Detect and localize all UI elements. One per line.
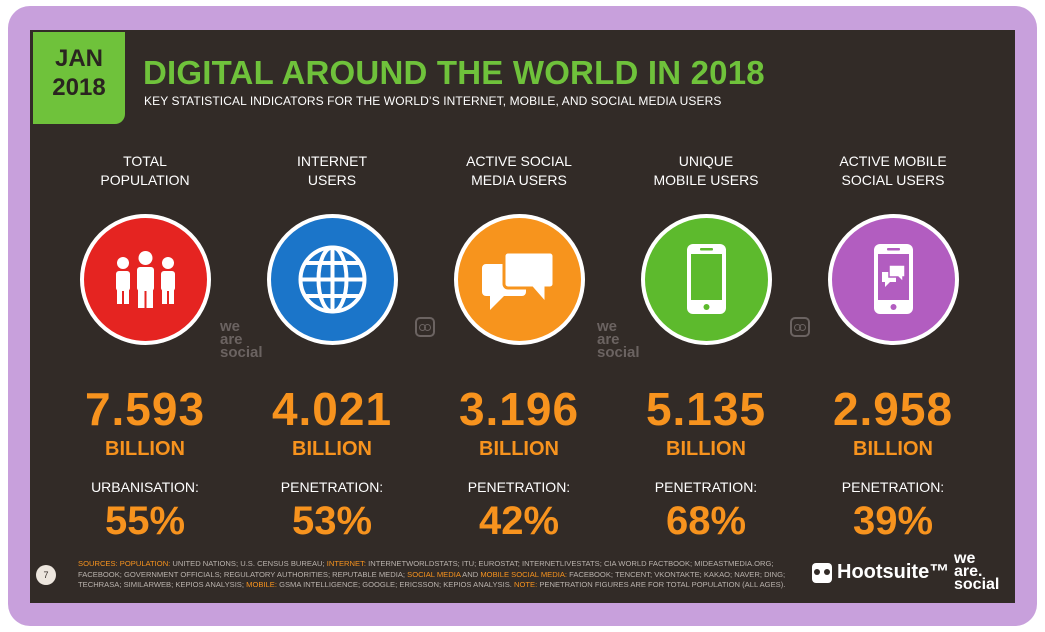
sources-footnote: SOURCES: POPULATION: UNITED NATIONS; U.S… [78,559,786,589]
stat-total-population: TOTAL POPULATION 7.593 BILLION URBANISAT… [57,152,233,543]
stat-unit: BILLION [853,438,933,460]
stat-value: 5.135 [645,383,767,435]
we-are-social-logo: we are. social [954,550,1000,593]
stat-sub-label: PENETRATION: [467,479,571,495]
stat-value: 7.593 [84,383,206,435]
page-title: DIGITAL AROUND THE WORLD IN 2018 [143,54,765,91]
phone-chat-icon [827,214,959,345]
stat-unit: BILLION [292,438,372,460]
stat-sub-label: URBANISATION: [91,479,199,495]
stat-sub-label: PENETRATION: [654,479,758,495]
date-badge: JAN 2018 [33,32,125,124]
stat-sub-value: 42% [478,499,560,543]
badge-year: 2018 [52,74,106,101]
page-subtitle: KEY STATISTICAL INDICATORS FOR THE WORLD… [144,94,722,108]
stat-heading-line2: MEDIA USERS [471,172,567,188]
we-are-social-watermark: we are social [597,318,640,361]
hootsuite-owl-icon [812,562,832,583]
stat-internet-users: INTERNET USERS 4.021 BILLION PENETRATION… [244,152,420,543]
stat-sub-value: 39% [852,499,934,543]
stat-heading-line1: UNIQUE [678,153,734,169]
stat-active-social-media-users: ACTIVE SOCIAL MEDIA USERS 3.196 BILLION … [431,152,607,543]
stat-heading-line1: ACTIVE MOBILE [839,153,947,169]
stat-heading-line2: MOBILE USERS [653,172,759,188]
stat-sub-value: 53% [291,499,373,543]
stat-heading-line1: INTERNET [297,153,367,169]
stat-value: 3.196 [458,383,580,435]
stat-heading: UNIQUE MOBILE USERS [618,152,794,192]
stat-value: 4.021 [271,383,393,435]
hootsuite-wordmark: Hootsuite™ [837,561,950,583]
globe-icon [266,214,398,345]
stat-unit: BILLION [105,438,185,460]
stat-unit: BILLION [479,438,559,460]
owl-watermark-icon [790,317,810,337]
stat-unique-mobile-users: UNIQUE MOBILE USERS 5.135 BILLION PENETR… [618,152,794,543]
stat-sub-label: PENETRATION: [841,479,945,495]
we-are-social-watermark: we are social [220,318,263,361]
badge-month: JAN [54,45,103,72]
stat-heading-line2: POPULATION [100,172,190,188]
stat-heading-line2: SOCIAL USERS [841,172,945,188]
stat-sub-value: 55% [104,499,186,543]
stat-unit: BILLION [666,438,746,460]
owl-watermark-icon [415,317,435,337]
stat-value: 2.958 [832,383,954,435]
stat-sub-value: 68% [665,499,747,543]
stat-heading: ACTIVE SOCIAL MEDIA USERS [431,152,607,192]
stat-heading-line1: TOTAL [123,153,167,169]
hootsuite-logo: Hootsuite™ [812,561,949,584]
chat-bubbles-icon [453,214,585,345]
page-number: 7 [36,565,56,585]
slide: JAN 2018 DIGITAL AROUND THE WORLD IN 201… [30,30,1015,603]
stat-heading: TOTAL POPULATION [57,152,233,192]
people-icon [79,214,211,345]
stat-active-mobile-social-users: ACTIVE MOBILE SOCIAL USERS 2.958 BILLION… [805,152,981,543]
smartphone-icon [640,214,772,345]
stat-heading-line2: USERS [307,172,357,188]
stat-heading-line1: ACTIVE SOCIAL [466,153,572,169]
stat-sub-label: PENETRATION: [280,479,384,495]
stat-heading: INTERNET USERS [244,152,420,192]
stat-heading: ACTIVE MOBILE SOCIAL USERS [805,152,981,192]
